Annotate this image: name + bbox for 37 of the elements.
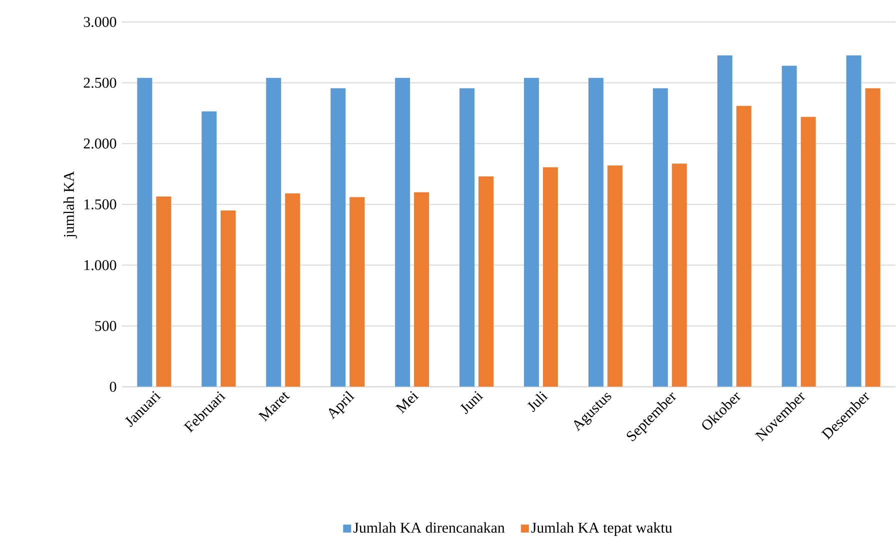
bar	[156, 196, 172, 387]
bar	[736, 106, 752, 387]
bar	[137, 78, 152, 387]
bar	[202, 112, 217, 387]
bar	[220, 210, 236, 387]
bar	[607, 166, 622, 387]
x-tick-label: Juli	[527, 392, 548, 412]
bar	[414, 192, 430, 387]
bar	[478, 176, 494, 387]
bar	[865, 88, 880, 387]
bar	[459, 88, 474, 387]
bar	[717, 56, 732, 387]
y-axis-title: jumlah KA	[63, 171, 78, 238]
bar	[524, 78, 539, 387]
y-tick-label: 2.000	[84, 138, 116, 149]
bar	[395, 78, 410, 387]
y-tick-label: 1.000	[84, 260, 116, 270]
bar	[266, 78, 282, 387]
y-tick-label: 2.500	[84, 78, 116, 88]
y-tick-label: 0	[110, 382, 116, 392]
bar	[588, 78, 604, 387]
bar	[782, 66, 797, 387]
bar	[330, 88, 346, 387]
legend-label: Jumlah KA direncanakan	[353, 522, 505, 533]
bar	[285, 194, 300, 387]
legend-label: Jumlah KA tepat waktu	[531, 522, 672, 536]
bar	[846, 56, 862, 387]
bar	[350, 197, 365, 387]
x-tick-label: Juni	[460, 391, 484, 414]
bar	[652, 88, 668, 387]
x-tick-label: Mei	[395, 391, 419, 414]
y-tick-label: 1.500	[84, 199, 116, 210]
bar	[542, 167, 558, 387]
y-tick-label: 500	[95, 321, 116, 332]
y-tick-label: 3.000	[84, 17, 116, 28]
bar	[672, 164, 687, 387]
bar	[800, 116, 816, 387]
